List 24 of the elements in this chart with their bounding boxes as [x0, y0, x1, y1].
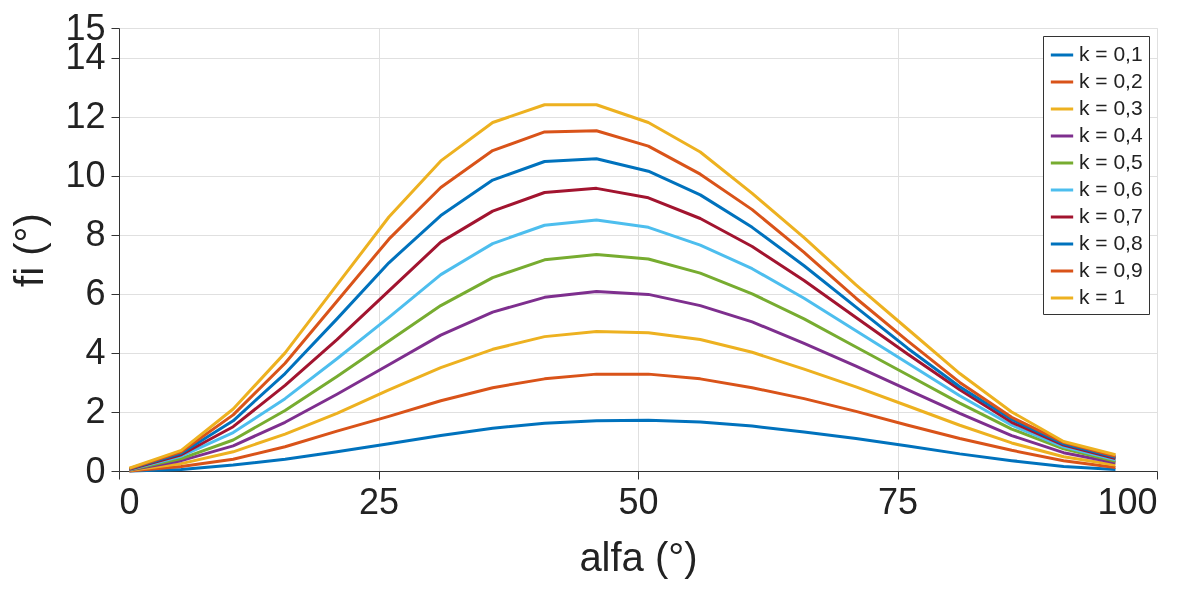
x-tick-label: 75 — [877, 480, 919, 522]
legend-label: k = 0,6 — [1079, 177, 1143, 200]
x-tick-label: 100 — [1097, 480, 1158, 522]
y-tick-label: 4 — [85, 331, 106, 373]
legend-label: k = 0,8 — [1079, 231, 1143, 254]
y-tick-label: 6 — [85, 272, 106, 314]
x-axis-title: alfa (°) — [579, 534, 698, 579]
y-tick-label: 10 — [65, 154, 106, 196]
legend-label: k = 0,9 — [1079, 258, 1143, 281]
legend-label: k = 0,4 — [1079, 123, 1143, 146]
legend-label: k = 0,2 — [1079, 69, 1143, 92]
x-tick-label: 25 — [358, 480, 400, 522]
legend-label: k = 0,5 — [1079, 150, 1143, 173]
y-tick-label: 12 — [65, 95, 106, 137]
y-tick-label: 8 — [85, 213, 106, 255]
x-tick-label: 50 — [618, 480, 659, 522]
y-tick-label: 0 — [85, 449, 106, 491]
x-tick-label: 0 — [119, 480, 140, 522]
legend-label: k = 0,7 — [1079, 204, 1143, 227]
y-axis-title: fi (°) — [7, 213, 52, 287]
legend-label: k = 0,1 — [1079, 42, 1143, 65]
legend-label: k = 0,3 — [1079, 96, 1143, 119]
y-tick-label: 2 — [85, 390, 106, 432]
legend-label: k = 1 — [1079, 285, 1126, 308]
